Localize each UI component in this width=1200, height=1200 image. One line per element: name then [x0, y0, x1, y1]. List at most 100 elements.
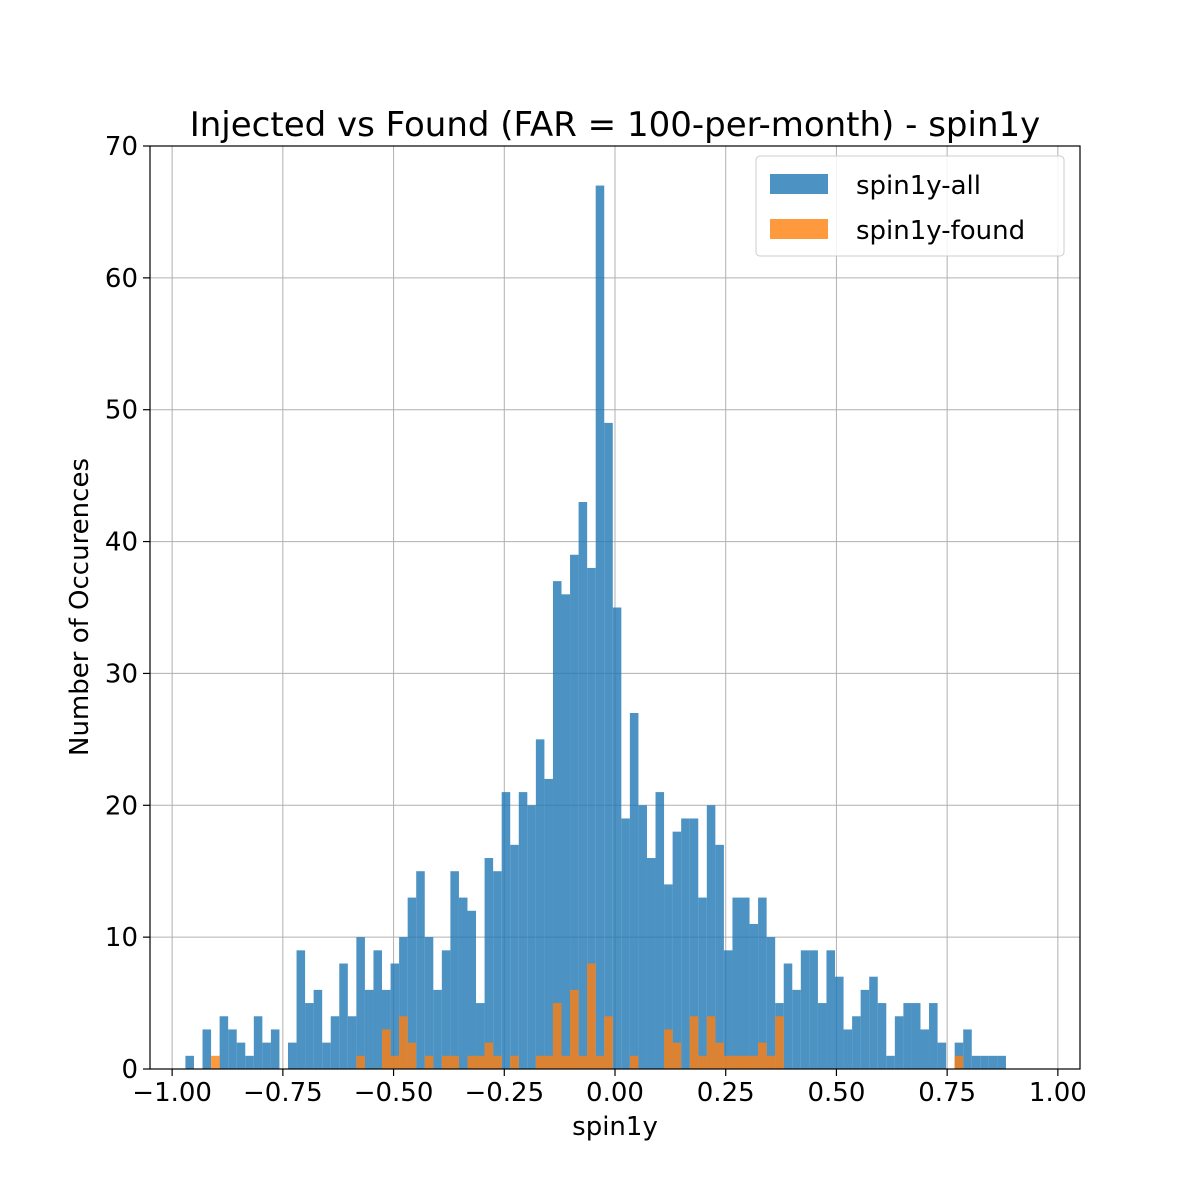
bar-spin1y-all — [920, 1029, 930, 1069]
bar-spin1y-all — [364, 989, 374, 1069]
bar-spin1y-all — [373, 950, 383, 1069]
bar-spin1y-all — [869, 976, 878, 1069]
bar-spin1y-found — [578, 1055, 588, 1069]
bar-spin1y-all — [493, 871, 502, 1069]
series-spin1y-found — [211, 963, 964, 1069]
bar-spin1y-all — [706, 805, 716, 1069]
y-tick-label: 40 — [105, 528, 138, 558]
bar-spin1y-all — [835, 976, 844, 1069]
bar-spin1y-all — [681, 818, 690, 1069]
bar-spin1y-all — [860, 989, 870, 1069]
bar-spin1y-found — [493, 1055, 502, 1069]
y-axis-label: Number of Occurences — [65, 458, 95, 756]
bar-spin1y-all — [578, 502, 588, 1069]
x-tick-label: 0.00 — [586, 1078, 644, 1108]
bar-spin1y-found — [390, 1055, 400, 1069]
bar-spin1y-all — [424, 937, 434, 1069]
bar-spin1y-all — [296, 950, 306, 1069]
bar-spin1y-all — [527, 805, 536, 1069]
bar-spin1y-found — [467, 1055, 477, 1069]
bar-spin1y-found — [476, 1055, 485, 1069]
bar-spin1y-all — [535, 739, 545, 1069]
bar-spin1y-found — [552, 1003, 562, 1069]
bar-spin1y-all — [629, 712, 639, 1069]
x-tick-label: 0.25 — [697, 1078, 755, 1108]
bar-spin1y-all — [612, 607, 622, 1069]
bar-spin1y-found — [595, 1055, 605, 1069]
bar-spin1y-found — [698, 1055, 707, 1069]
bar-spin1y-found — [484, 1042, 494, 1069]
x-tick-label: −1.00 — [132, 1078, 212, 1108]
legend-label-all: spin1y-all — [856, 171, 981, 201]
bar-spin1y-all — [322, 1042, 331, 1069]
bar-spin1y-all — [672, 831, 682, 1069]
bar-spin1y-found — [766, 1055, 776, 1069]
bar-spin1y-all — [963, 1029, 972, 1069]
bar-spin1y-all — [185, 1055, 194, 1069]
x-tick-label: −0.25 — [464, 1078, 544, 1108]
bar-spin1y-found — [450, 1055, 459, 1069]
bar-spin1y-all — [390, 963, 400, 1069]
bar-spin1y-all — [356, 937, 365, 1069]
legend-swatch-found — [770, 219, 828, 239]
bar-spin1y-all — [510, 844, 519, 1069]
y-tick-label: 50 — [105, 396, 138, 426]
bar-spin1y-all — [313, 989, 323, 1069]
bar-spin1y-found — [715, 1042, 724, 1069]
bar-spin1y-all — [817, 1003, 827, 1069]
bar-spin1y-found — [604, 1016, 613, 1069]
y-tick-label: 10 — [105, 923, 138, 953]
bar-spin1y-all — [518, 792, 528, 1069]
bar-spin1y-all — [698, 897, 707, 1069]
bar-spin1y-all — [689, 818, 699, 1069]
bar-spin1y-all — [621, 818, 630, 1069]
bar-spin1y-all — [997, 1055, 1006, 1069]
bar-spin1y-all — [929, 1003, 938, 1069]
bar-spin1y-found — [570, 989, 579, 1069]
bar-spin1y-found — [672, 1042, 682, 1069]
bar-spin1y-all — [433, 989, 442, 1069]
bar-spin1y-all — [988, 1055, 998, 1069]
bar-spin1y-all — [894, 1016, 904, 1069]
x-tick-label: −0.50 — [354, 1078, 434, 1108]
bar-spin1y-found — [544, 1055, 553, 1069]
bar-spin1y-all — [971, 1055, 981, 1069]
bar-spin1y-all — [552, 581, 562, 1069]
legend: spin1y-all spin1y-found — [755, 155, 1065, 257]
bar-spin1y-all — [330, 1016, 340, 1069]
bar-spin1y-found — [424, 1055, 434, 1069]
bar-spin1y-all — [399, 937, 408, 1069]
bar-spin1y-all — [245, 1055, 254, 1069]
bar-spin1y-found — [689, 1016, 699, 1069]
bar-spin1y-found — [740, 1055, 750, 1069]
bar-spin1y-found — [441, 1055, 451, 1069]
x-tick-label: 0.75 — [918, 1078, 976, 1108]
series-spin1y-all — [185, 185, 1006, 1070]
bar-spin1y-all — [749, 923, 759, 1069]
bar-spin1y-all — [253, 1016, 263, 1069]
bar-spin1y-all — [287, 1042, 297, 1069]
histogram-bars — [185, 185, 1006, 1070]
bar-spin1y-found — [407, 1042, 417, 1069]
bar-spin1y-found — [954, 1055, 964, 1069]
bar-spin1y-all — [732, 897, 741, 1069]
bar-spin1y-found — [510, 1055, 519, 1069]
x-axis-label: spin1y — [572, 1112, 658, 1142]
legend-swatch-all — [770, 174, 828, 194]
bar-spin1y-all — [561, 594, 571, 1069]
legend-box — [755, 155, 1065, 257]
bar-spin1y-all — [911, 1003, 921, 1069]
bar-spin1y-all — [228, 1029, 237, 1069]
y-tick-label: 20 — [105, 791, 138, 821]
bar-spin1y-all — [826, 950, 836, 1069]
bar-spin1y-all — [270, 1029, 280, 1069]
bar-spin1y-all — [937, 1042, 947, 1069]
bar-spin1y-found — [749, 1055, 759, 1069]
bar-spin1y-all — [809, 950, 818, 1069]
bar-spin1y-all — [467, 910, 477, 1069]
y-tick-label: 0 — [121, 1055, 138, 1085]
bar-spin1y-all — [638, 805, 647, 1069]
bar-spin1y-found — [732, 1055, 741, 1069]
bar-spin1y-found — [211, 1055, 220, 1069]
bar-spin1y-all — [441, 950, 451, 1069]
